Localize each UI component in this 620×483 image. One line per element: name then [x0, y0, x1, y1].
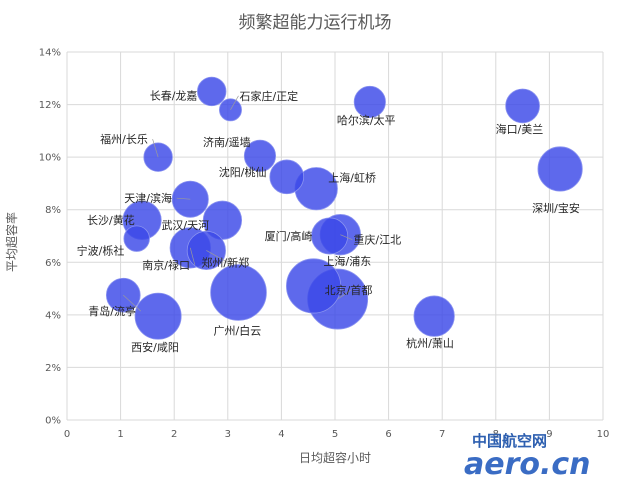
point-label: 天津/滨海 [124, 191, 172, 205]
bubble-point [505, 88, 540, 124]
x-tick-label: 10 [597, 429, 610, 440]
bubble-point [134, 292, 182, 340]
watermark-en: aero.cn [464, 447, 591, 480]
leader-line [123, 294, 142, 312]
x-tick-label: 4 [278, 429, 284, 440]
point-label: 石家庄/正定 [239, 89, 298, 103]
point-label: 上海/虹桥 [328, 171, 376, 185]
bubble-point [413, 295, 455, 337]
y-tick-label: 12% [39, 100, 61, 111]
point-label: 重庆/江北 [353, 233, 401, 247]
y-tick-labels: 0% 2% 4% 6% 8% 10% 12% 14% [39, 48, 61, 427]
point-label: 杭州/萧山 [406, 336, 454, 350]
bubble-point [210, 264, 267, 321]
point-label: 宁波/栎社 [77, 244, 125, 258]
y-tick-label: 14% [39, 48, 61, 59]
point-label: 西安/咸阳 [131, 340, 179, 354]
y-tick-label: 10% [39, 153, 61, 164]
point-label: 深圳/宝安 [532, 201, 580, 215]
leader-line [176, 197, 191, 200]
watermark-cn: 中国航空网 [472, 432, 547, 450]
point-label: 上海/浦东 [324, 254, 372, 268]
point-label: 福州/长乐 [100, 132, 148, 146]
chart-title: 频繁超能力运行机场 [239, 13, 392, 33]
x-tick-label: 8 [493, 429, 499, 440]
bubble-point [123, 225, 150, 252]
leader-line [340, 234, 353, 241]
point-label: 广州/白云 [214, 324, 262, 338]
x-axis-label: 日均超容小时 [299, 450, 371, 465]
y-axis-label: 平均超容率 [4, 212, 19, 272]
x-tick-label: 0 [64, 429, 70, 440]
point-label: 北京/首都 [325, 283, 373, 297]
y-tick-label: 4% [45, 310, 61, 321]
y-tick-label: 2% [45, 363, 61, 374]
bubble-point [311, 217, 349, 255]
point-label: 海口/美兰 [496, 122, 544, 136]
label-leaders [123, 95, 353, 312]
leader-line [152, 139, 159, 158]
point-label: 青岛/流亭 [88, 304, 136, 318]
bubble-point [353, 85, 386, 119]
point-label: 济南/遥墙 [203, 135, 251, 149]
point-label: 武汉/天河 [161, 219, 209, 232]
bubble-point [269, 159, 305, 195]
y-tick-label: 0% [45, 416, 61, 427]
x-tick-label: 7 [439, 429, 445, 440]
point-label: 长春/龙嘉 [150, 88, 198, 102]
point-label: 哈尔滨/太平 [337, 113, 396, 127]
x-tick-labels: 0 1 2 3 4 5 6 7 8 9 10 [64, 429, 610, 440]
point-label: 厦门/高崎 [265, 229, 313, 243]
leader-line [189, 247, 196, 265]
bubble-point [171, 180, 209, 218]
bubble-point [286, 258, 342, 314]
leader-line [230, 95, 239, 111]
x-tick-label: 9 [546, 429, 552, 440]
y-tick-label: 8% [45, 205, 61, 216]
point-label: 南京/禄口 [142, 258, 190, 272]
bubble-point [537, 146, 583, 192]
x-tick-label: 5 [332, 429, 338, 440]
x-tick-label: 1 [117, 429, 123, 440]
x-tick-label: 3 [225, 429, 231, 440]
point-label: 郑州/新郑 [201, 255, 249, 269]
point-label: 沈阳/桃仙 [219, 165, 267, 179]
leader-line [206, 250, 228, 263]
bubble-point [243, 139, 277, 172]
x-tick-label: 2 [171, 429, 177, 440]
aero-cn-watermark: 中国航空网 aero.cn [464, 432, 591, 480]
x-tick-label: 6 [385, 429, 391, 440]
y-tick-label: 6% [45, 258, 61, 269]
bubble-point [197, 76, 227, 107]
point-label: 长沙/黄花 [87, 213, 135, 227]
leader-line [337, 289, 352, 300]
